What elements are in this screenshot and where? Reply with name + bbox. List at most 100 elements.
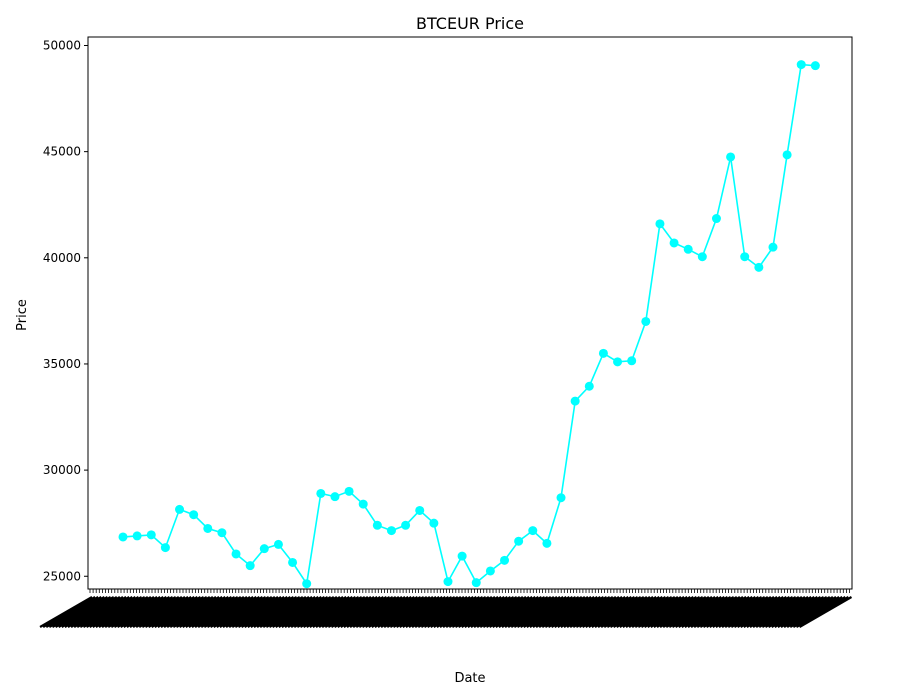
x-tick-label [746, 596, 800, 628]
x-tick-label [271, 596, 326, 628]
x-tick-label [668, 596, 722, 628]
x-tick-label [619, 596, 673, 628]
x-tick-label [479, 596, 533, 628]
x-tick-label [377, 596, 431, 628]
x-tick-label [45, 596, 99, 628]
x-tick-label [268, 596, 322, 628]
x-tick-label [293, 596, 347, 628]
data-point [655, 219, 665, 229]
x-tick-label [200, 596, 254, 628]
x-tick-label [89, 596, 143, 628]
x-tick-label [671, 596, 725, 628]
x-tick-label [194, 596, 248, 628]
x-tick-label [612, 596, 667, 628]
x-tick-label [572, 596, 626, 628]
x-tick-label [433, 596, 487, 628]
x-tick-label [774, 596, 828, 628]
x-tick-label [135, 596, 189, 628]
x-tick-label [643, 596, 698, 628]
x-tick-label [417, 596, 471, 628]
x-tick-label [213, 596, 267, 628]
x-tick-label [216, 596, 270, 628]
x-tick-label [191, 596, 245, 628]
x-tick-label [752, 596, 806, 628]
x-tick-label [244, 596, 298, 628]
x-tick-label [550, 596, 605, 628]
data-point [669, 238, 679, 248]
x-tick-label [454, 596, 508, 628]
x-tick-label [625, 596, 679, 628]
x-tick-label [544, 596, 598, 628]
data-point [415, 505, 425, 515]
data-point [471, 578, 481, 588]
x-tick-label [606, 596, 660, 628]
data-point [500, 555, 510, 565]
x-tick-label [569, 596, 623, 628]
x-tick-label [588, 596, 642, 628]
data-point [528, 526, 538, 536]
x-tick-label [628, 596, 682, 628]
data-point [386, 526, 396, 536]
x-tick-label [337, 596, 391, 628]
x-tick-label [265, 596, 319, 628]
x-tick-label [795, 596, 849, 628]
x-tick-label [482, 596, 536, 628]
x-tick-label [64, 596, 118, 628]
x-tick-label [141, 596, 195, 628]
x-tick-label [786, 596, 840, 628]
x-tick-label [188, 596, 242, 628]
x-tick-label [783, 596, 837, 628]
x-tick-label [290, 596, 344, 628]
x-tick-label [650, 596, 704, 628]
x-tick-label [600, 596, 654, 628]
x-axis-label: Date [454, 671, 485, 686]
data-point [118, 532, 128, 542]
x-tick-label [120, 596, 174, 628]
data-point [754, 262, 764, 272]
x-tick-label [743, 596, 797, 628]
x-tick-label [132, 596, 186, 628]
x-tick-label [442, 596, 496, 628]
x-tick-label [330, 596, 384, 628]
y-axis: 25000 30000 35000 40000 45000 50000 [43, 38, 88, 583]
x-tick-label [780, 596, 834, 628]
x-tick-label [95, 596, 149, 628]
data-point [711, 214, 721, 224]
data-point [288, 557, 298, 567]
x-tick-label [715, 596, 769, 628]
x-tick-label [451, 596, 505, 628]
x-tick-label [333, 596, 388, 628]
x-tick-label [764, 596, 818, 628]
x-tick-label [516, 596, 570, 628]
x-tick-label [414, 596, 468, 628]
x-tick-label [312, 596, 366, 628]
x-tick-label [485, 596, 539, 628]
x-tick-label [250, 596, 304, 628]
x-tick-label [113, 596, 167, 628]
x-tick-label [439, 596, 493, 628]
data-point [372, 520, 382, 530]
x-tick-label [709, 596, 763, 628]
x-tick-label [399, 596, 453, 628]
x-tick-label [247, 596, 301, 628]
plot-area [87, 36, 853, 590]
x-tick-label [355, 596, 409, 628]
data-point [429, 518, 439, 528]
data-point [231, 549, 241, 559]
x-tick-label [461, 596, 515, 628]
y-tick-label: 30000 [43, 463, 81, 477]
x-tick-label [123, 596, 177, 628]
x-tick-label [678, 596, 732, 628]
data-point [514, 536, 524, 546]
x-tick-label [92, 596, 146, 628]
x-tick-label [721, 596, 775, 628]
x-tick-label [684, 596, 738, 628]
x-tick-label [85, 596, 140, 628]
x-tick-label [225, 596, 279, 628]
x-tick-label [513, 596, 567, 628]
x-tick-label [61, 596, 115, 628]
y-tick-label: 50000 [43, 38, 81, 52]
x-tick-label [70, 596, 124, 628]
x-tick-label [736, 596, 791, 628]
x-tick-label [662, 596, 716, 628]
